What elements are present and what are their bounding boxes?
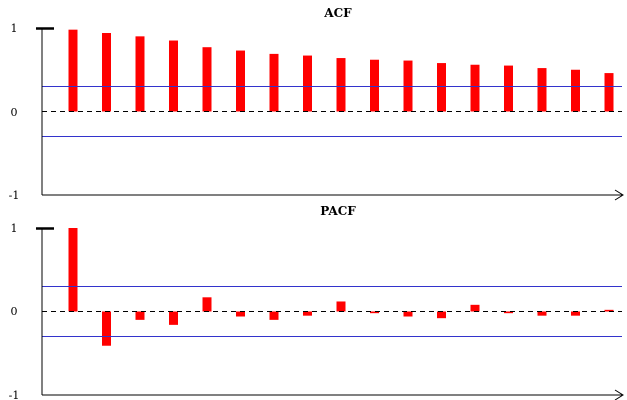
acf-ytick-mid: 0 <box>11 106 18 119</box>
acf-ytick-top: 1 <box>11 22 18 35</box>
pacf-bar <box>336 301 346 312</box>
acf-bars <box>68 29 614 112</box>
acf-bar <box>370 59 379 112</box>
pacf-bar <box>403 311 413 317</box>
pacf-bar <box>370 311 379 314</box>
acf-bar <box>504 65 513 112</box>
acf-bar <box>470 64 480 112</box>
pacf-ytick-bottom: -1 <box>9 389 20 400</box>
acf-bar <box>437 63 446 112</box>
acf-panel: ACF 1 0 -1 <box>9 6 624 202</box>
acf-bar <box>68 29 78 112</box>
pacf-bar <box>68 228 78 312</box>
acf-bar <box>537 68 547 112</box>
acf-bar <box>604 73 614 112</box>
pacf-bar <box>169 311 178 325</box>
acf-x-axis-arrow <box>614 189 624 201</box>
pacf-title: PACF <box>320 204 356 218</box>
pacf-bar <box>604 309 614 312</box>
pacf-bar <box>504 311 513 314</box>
acf-bar <box>135 36 145 112</box>
acf-bar <box>269 53 279 112</box>
acf-bar <box>102 33 111 112</box>
acf-bar <box>169 40 178 112</box>
pacf-bar <box>537 311 547 316</box>
acf-bar <box>202 47 212 112</box>
acf-title: ACF <box>323 6 352 20</box>
pacf-bar <box>102 311 111 346</box>
pacf-bar <box>437 311 446 319</box>
pacf-panel: PACF 1 0 -1 <box>9 204 624 400</box>
pacf-bar <box>135 311 145 320</box>
pacf-ytick-mid: 0 <box>11 305 18 318</box>
acf-ytick-bottom: -1 <box>9 189 20 202</box>
acf-bar <box>336 58 346 112</box>
pacf-bar <box>470 304 480 312</box>
pacf-bars <box>68 228 614 346</box>
pacf-bar <box>236 311 245 317</box>
pacf-bar <box>571 311 580 316</box>
acf-bar <box>303 55 312 112</box>
acf-bar <box>236 50 245 112</box>
pacf-bar <box>202 297 212 312</box>
pacf-x-axis-arrow <box>614 389 624 400</box>
pacf-bar <box>303 311 312 316</box>
pacf-ytick-top: 1 <box>11 222 18 235</box>
acf-bar <box>571 69 580 112</box>
pacf-bar <box>269 311 279 320</box>
